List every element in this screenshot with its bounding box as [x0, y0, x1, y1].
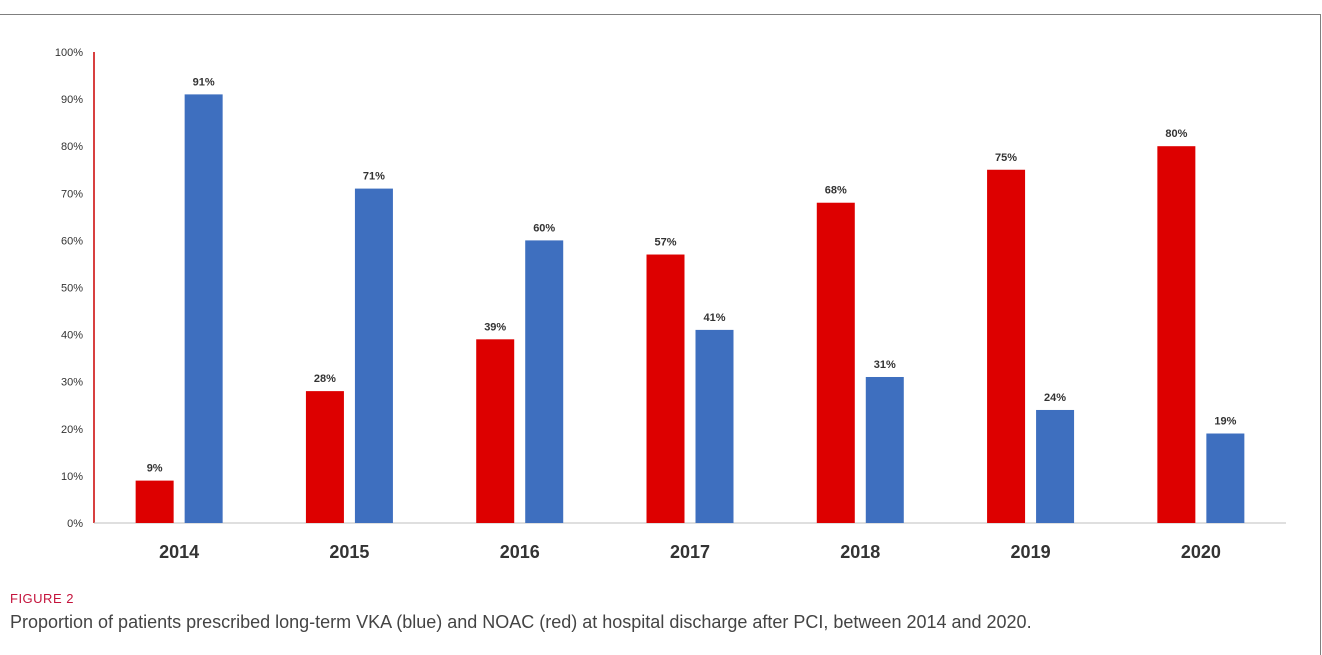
- bar-data-label: 57%: [654, 237, 676, 249]
- bar-data-label: 75%: [995, 152, 1017, 164]
- bar-chart: 0% 10% 20% 30% 40% 50% 60% 70% 80% 90% 100% 9% 91% 2…: [55, 47, 1286, 562]
- bar: [305, 391, 344, 523]
- category-labels: 2014 2015 2016 2017 2018 2019 2020: [159, 542, 1221, 562]
- bar-data-label: 71%: [363, 171, 385, 183]
- y-axis-ticks: 0% 10% 20% 30% 40% 50% 60% 70% 80% 90% 100%: [55, 47, 83, 530]
- bar: [354, 188, 393, 523]
- y-tick-label: 70%: [61, 188, 83, 200]
- bar: [184, 94, 223, 523]
- bar-data-label: 19%: [1214, 416, 1236, 428]
- x-category-label: 2019: [1011, 542, 1051, 562]
- bar: [476, 339, 515, 523]
- y-tick-label: 10%: [61, 471, 83, 483]
- x-category-label: 2014: [159, 542, 199, 562]
- figure-caption: FIGURE 2 Proportion of patients prescrib…: [10, 591, 1310, 633]
- bars: [135, 94, 1245, 523]
- bar: [135, 480, 174, 523]
- bar-data-label: 24%: [1044, 392, 1066, 404]
- figure-frame: [0, 14, 1321, 655]
- bar-data-label: 31%: [874, 359, 896, 371]
- bar: [646, 254, 685, 523]
- y-tick-label: 30%: [61, 377, 83, 389]
- y-tick-label: 20%: [61, 424, 83, 436]
- bar-data-label: 68%: [825, 185, 847, 197]
- bar-data-label: 28%: [314, 373, 336, 385]
- x-category-label: 2016: [500, 542, 540, 562]
- figure-label: FIGURE 2: [10, 591, 74, 606]
- bar-data-label: 41%: [703, 312, 725, 324]
- figure-caption-text: Proportion of patients prescribed long-t…: [10, 612, 1032, 632]
- y-tick-label: 90%: [61, 94, 83, 106]
- bar-data-label: 9%: [147, 463, 163, 475]
- x-category-label: 2015: [329, 542, 369, 562]
- y-tick-label: 80%: [61, 141, 83, 153]
- x-category-label: 2017: [670, 542, 710, 562]
- bar: [816, 202, 855, 523]
- bar: [695, 329, 734, 523]
- bar-data-label: 60%: [533, 222, 555, 234]
- data-labels: 9% 91% 28% 71% 39% 60% 57% 41% 68% 31% 75% 24% 80% 19…: [147, 76, 1237, 474]
- y-tick-label: 50%: [61, 283, 83, 295]
- y-tick-label: 0%: [67, 518, 83, 530]
- bar: [1036, 409, 1075, 523]
- x-category-label: 2020: [1181, 542, 1221, 562]
- x-category-label: 2018: [840, 542, 880, 562]
- bar: [1157, 146, 1196, 523]
- bar-data-label: 91%: [193, 76, 215, 88]
- y-tick-label: 40%: [61, 330, 83, 342]
- bar-data-label: 39%: [484, 321, 506, 333]
- bar-data-label: 80%: [1165, 128, 1187, 140]
- y-tick-label: 60%: [61, 235, 83, 247]
- bar: [987, 169, 1026, 523]
- bar: [525, 240, 564, 523]
- bar: [1206, 433, 1245, 523]
- bar: [865, 376, 904, 523]
- y-tick-label: 100%: [55, 47, 83, 59]
